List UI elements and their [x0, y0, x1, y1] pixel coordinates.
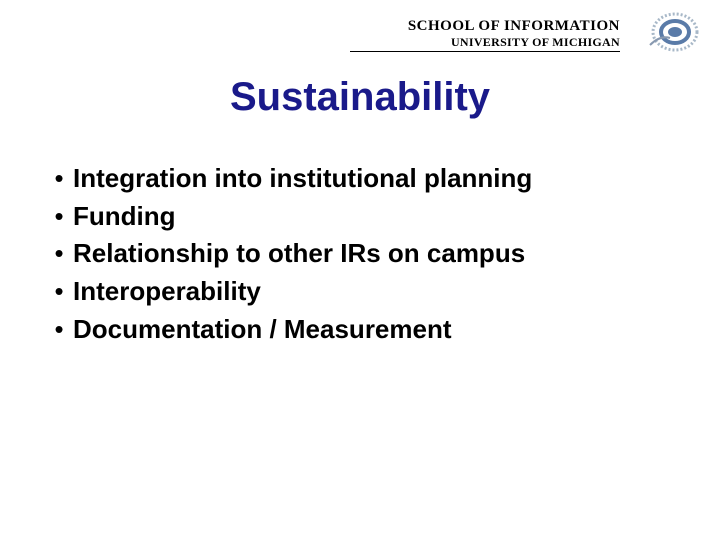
bullet-dot-icon: •	[45, 273, 73, 311]
slide: SCHOOL OF INFORMATION UNIVERSITY OF MICH…	[0, 0, 720, 540]
logo-icon	[640, 10, 700, 55]
list-item: • Integration into institutional plannin…	[45, 160, 665, 198]
bullet-text: Interoperability	[73, 273, 261, 311]
header-university: UNIVERSITY OF MICHIGAN	[350, 35, 620, 50]
bullet-dot-icon: •	[45, 198, 73, 236]
header-block: SCHOOL OF INFORMATION UNIVERSITY OF MICH…	[350, 18, 620, 52]
list-item: • Documentation / Measurement	[45, 311, 665, 349]
bullet-text: Relationship to other IRs on campus	[73, 235, 525, 273]
list-item: • Interoperability	[45, 273, 665, 311]
bullet-dot-icon: •	[45, 235, 73, 273]
list-item: • Funding	[45, 198, 665, 236]
bullet-list: • Integration into institutional plannin…	[45, 160, 665, 348]
header-school: SCHOOL OF INFORMATION	[350, 18, 620, 35]
bullet-dot-icon: •	[45, 160, 73, 198]
bullet-text: Documentation / Measurement	[73, 311, 452, 349]
bullet-text: Funding	[73, 198, 176, 236]
bullet-dot-icon: •	[45, 311, 73, 349]
bullet-text: Integration into institutional planning	[73, 160, 532, 198]
slide-title: Sustainability	[0, 75, 720, 120]
list-item: • Relationship to other IRs on campus	[45, 235, 665, 273]
